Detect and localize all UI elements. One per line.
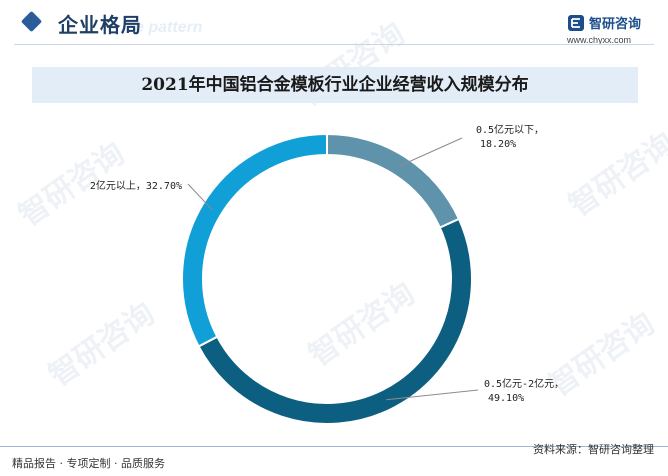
logo-name: 智研咨询 xyxy=(589,17,642,32)
logo-icon xyxy=(568,15,584,31)
header-divider xyxy=(14,44,654,45)
data-source: 资料来源：智研咨询整理 xyxy=(533,443,654,456)
slice-label: 0.5亿元-2亿元， 49.10% xyxy=(484,377,564,404)
slice-label: 0.5亿元以下， 18.20% xyxy=(476,123,544,150)
leader-line xyxy=(399,137,463,167)
donut-slice xyxy=(197,217,473,425)
donut-slice xyxy=(181,132,328,348)
footer-slogan: 精品报告 · 专项定制 · 品质服务 xyxy=(12,457,165,470)
chart-title: 2021年中国铝合金模板行业企业经营收入规模分布 xyxy=(32,67,638,103)
logo-url: www.chyxx.com xyxy=(567,35,632,45)
footer-divider xyxy=(0,446,668,447)
slice-label: 2亿元以上，32.70% xyxy=(90,179,182,192)
section-title: 企业格局 xyxy=(58,13,142,37)
leader-line xyxy=(386,389,479,401)
section-subtitle-watermark: e pattern xyxy=(135,19,203,36)
header: e pattern 企业格局 智研咨询 www.chyxx.com xyxy=(0,0,668,62)
leader-line xyxy=(187,183,213,210)
